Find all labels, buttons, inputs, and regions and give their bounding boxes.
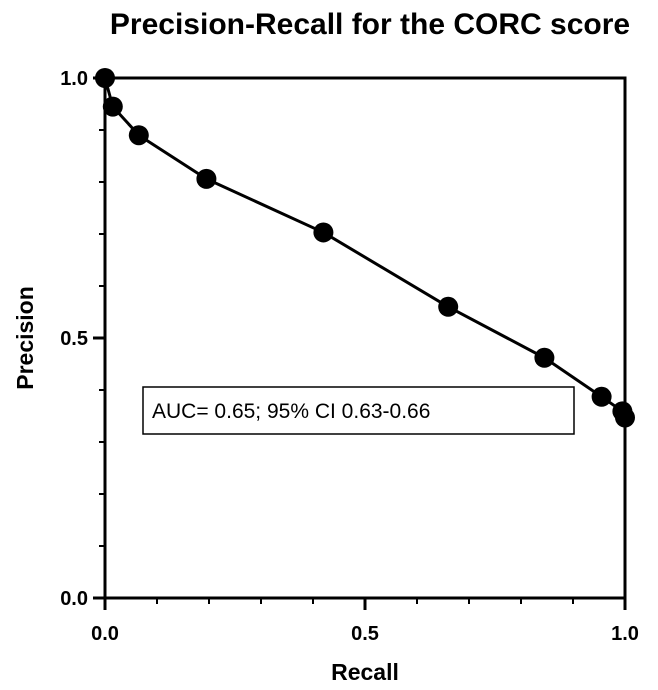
plot-frame [103, 76, 627, 600]
y-tick-label-2: 1.0 [60, 68, 88, 90]
data-point [196, 168, 217, 189]
x-minor-ticks [156, 598, 574, 604]
y-tick-label-1: 0.5 [60, 328, 88, 350]
data-point [102, 96, 123, 117]
x-axis-label: Recall [331, 659, 399, 685]
data-point [615, 407, 635, 428]
series-line [103, 77, 627, 419]
data-point [591, 386, 612, 407]
data-point [438, 296, 459, 317]
data-point [534, 347, 555, 368]
data-point [128, 125, 149, 146]
annotation-text: AUC= 0.65; 95% CI 0.63-0.66 [152, 400, 430, 423]
y-tick-label-0: 0.0 [60, 588, 88, 610]
y-axis-label: Precision [12, 286, 38, 390]
y-minor-ticks [99, 129, 105, 547]
data-point [313, 222, 334, 243]
chart-title: Precision-Recall for the CORC score [110, 8, 630, 41]
x-tick-label-1: 0.5 [351, 623, 379, 645]
x-tick-label-2: 1.0 [611, 623, 639, 645]
series-group [95, 68, 635, 428]
y-axis-ticks [93, 76, 105, 600]
x-axis-ticks [103, 598, 627, 610]
data-point [95, 68, 115, 88]
x-tick-label-0: 0.0 [91, 623, 119, 645]
annotation-box [142, 386, 575, 435]
